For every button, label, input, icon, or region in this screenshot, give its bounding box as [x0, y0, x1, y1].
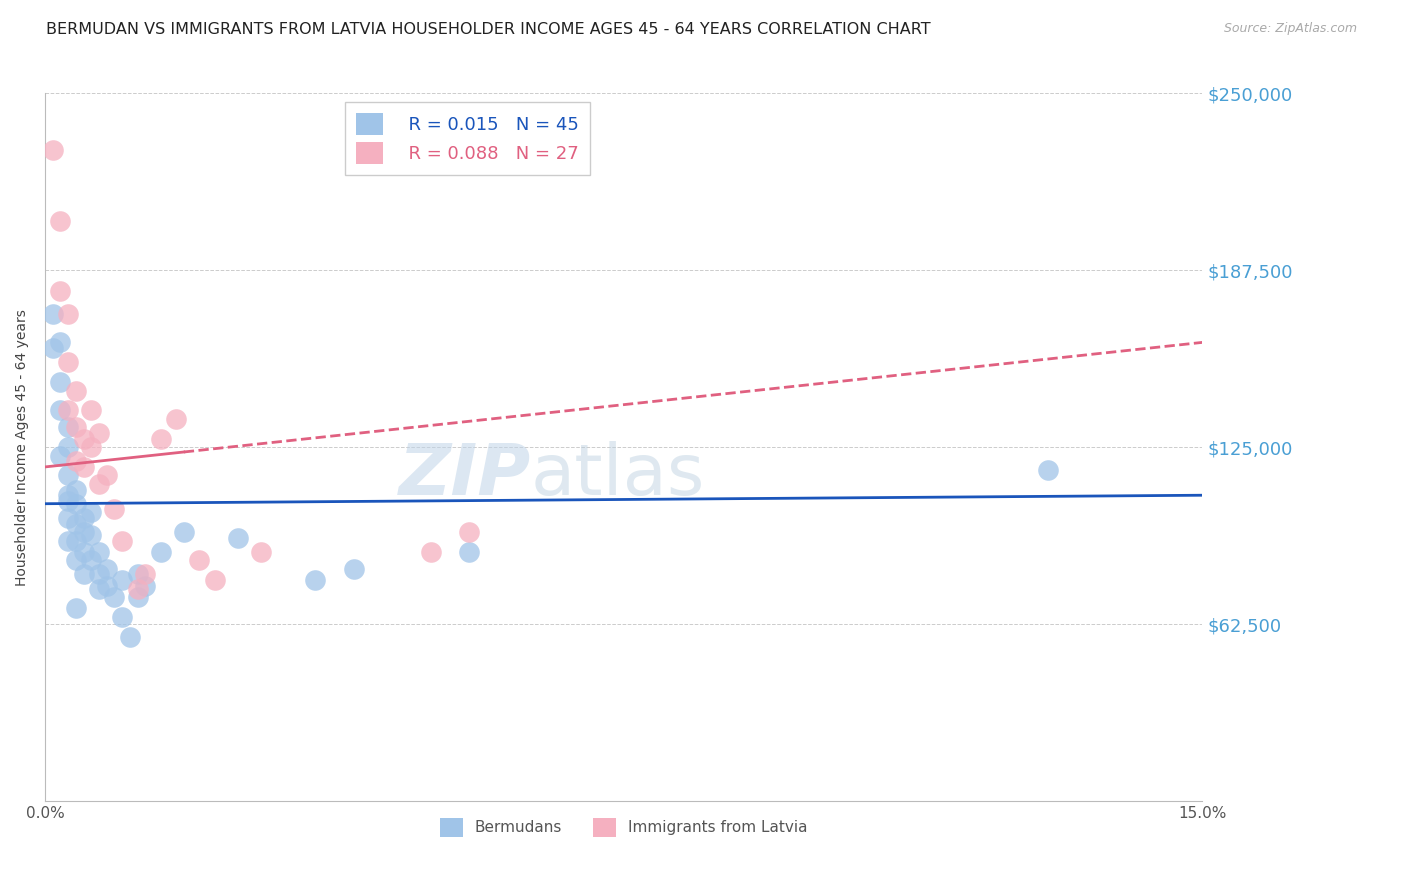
Point	[65, 533, 87, 548]
Point	[134, 579, 156, 593]
Point	[80, 403, 103, 417]
Text: atlas: atlas	[531, 441, 706, 510]
Point	[111, 533, 134, 548]
Point	[56, 355, 79, 369]
Point	[56, 420, 79, 434]
Point	[65, 497, 87, 511]
Point	[56, 468, 79, 483]
Point	[342, 562, 364, 576]
Point	[1036, 463, 1059, 477]
Point	[96, 562, 118, 576]
Point	[127, 567, 149, 582]
Point	[65, 384, 87, 398]
Point	[65, 420, 87, 434]
Point	[204, 573, 226, 587]
Point	[72, 511, 94, 525]
Point	[80, 505, 103, 519]
Point	[65, 601, 87, 615]
Text: BERMUDAN VS IMMIGRANTS FROM LATVIA HOUSEHOLDER INCOME AGES 45 - 64 YEARS CORRELA: BERMUDAN VS IMMIGRANTS FROM LATVIA HOUSE…	[46, 22, 931, 37]
Point	[65, 454, 87, 468]
Point	[49, 213, 72, 227]
Point	[134, 567, 156, 582]
Point	[41, 143, 63, 157]
Point	[173, 524, 195, 539]
Point	[226, 531, 249, 545]
Y-axis label: Householder Income Ages 45 - 64 years: Householder Income Ages 45 - 64 years	[15, 309, 30, 585]
Point	[56, 403, 79, 417]
Legend: Bermudans, Immigrants from Latvia: Bermudans, Immigrants from Latvia	[433, 812, 814, 843]
Point	[56, 440, 79, 454]
Point	[41, 307, 63, 321]
Point	[72, 432, 94, 446]
Point	[111, 573, 134, 587]
Point	[149, 545, 172, 559]
Point	[458, 524, 481, 539]
Point	[80, 553, 103, 567]
Point	[96, 579, 118, 593]
Point	[87, 425, 110, 440]
Point	[165, 412, 187, 426]
Point	[87, 567, 110, 582]
Text: ZIP: ZIP	[399, 441, 531, 510]
Point	[72, 567, 94, 582]
Point	[87, 477, 110, 491]
Point	[127, 590, 149, 604]
Point	[304, 573, 326, 587]
Point	[87, 545, 110, 559]
Point	[127, 582, 149, 596]
Point	[56, 494, 79, 508]
Point	[56, 307, 79, 321]
Point	[72, 545, 94, 559]
Point	[111, 610, 134, 624]
Point	[49, 449, 72, 463]
Point	[72, 524, 94, 539]
Point	[65, 516, 87, 531]
Point	[41, 341, 63, 355]
Point	[49, 403, 72, 417]
Point	[149, 432, 172, 446]
Point	[96, 468, 118, 483]
Text: Source: ZipAtlas.com: Source: ZipAtlas.com	[1223, 22, 1357, 36]
Point	[80, 528, 103, 542]
Point	[87, 582, 110, 596]
Point	[49, 375, 72, 389]
Point	[65, 483, 87, 497]
Point	[72, 459, 94, 474]
Point	[103, 590, 125, 604]
Point	[118, 630, 141, 644]
Point	[80, 440, 103, 454]
Point	[188, 553, 211, 567]
Point	[419, 545, 441, 559]
Point	[56, 533, 79, 548]
Point	[103, 502, 125, 516]
Point	[49, 335, 72, 350]
Point	[56, 488, 79, 502]
Point	[250, 545, 273, 559]
Point	[49, 285, 72, 299]
Point	[458, 545, 481, 559]
Point	[56, 511, 79, 525]
Point	[65, 553, 87, 567]
